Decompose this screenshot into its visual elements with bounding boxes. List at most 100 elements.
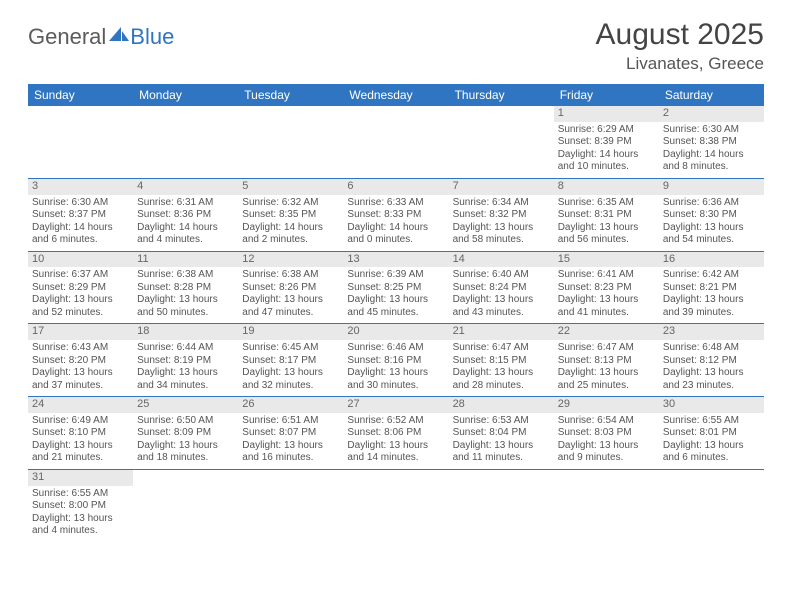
- calendar-day-cell: 25 Sunrise: 6:50 AMSunset: 8:09 PMDayligh…: [133, 397, 238, 470]
- sunset-text: Sunset: 8:09 PM: [137, 427, 234, 440]
- sunrise-text: Sunrise: 6:42 AM: [663, 269, 760, 282]
- day-number: 13: [343, 252, 448, 268]
- sunrise-text: Sunrise: 6:54 AM: [558, 415, 655, 428]
- daylight-text: Daylight: 13 hours and 21 minutes.: [32, 440, 129, 465]
- calendar-week-row: 3Sunrise: 6:30 AMSunset: 8:37 PMDaylight…: [28, 178, 764, 251]
- calendar-day-cell: 8Sunrise: 6:35 AMSunset: 8:31 PMDaylight…: [554, 178, 659, 251]
- day-number: 27: [343, 397, 448, 413]
- sunrise-text: Sunrise: 6:33 AM: [347, 197, 444, 210]
- calendar-body: 1Sunrise: 6:29 AMSunset: 8:39 PMDaylight…: [28, 106, 764, 542]
- calendar-empty-cell: [238, 106, 343, 178]
- sunrise-text: Sunrise: 6:37 AM: [32, 269, 129, 282]
- sunset-text: Sunset: 8:38 PM: [663, 136, 760, 149]
- day-number: 20: [343, 324, 448, 340]
- calendar-day-cell: 6 Sunrise: 6:33 AMSunset: 8:33 PMDaylight…: [343, 178, 448, 251]
- daylight-text: Daylight: 13 hours and 18 minutes.: [137, 440, 234, 465]
- sunrise-text: Sunrise: 6:44 AM: [137, 342, 234, 355]
- day-header: Friday: [554, 84, 659, 106]
- sunset-text: Sunset: 8:26 PM: [242, 282, 339, 295]
- sunrise-text: Sunrise: 6:47 AM: [558, 342, 655, 355]
- daylight-text: Daylight: 13 hours and 54 minutes.: [663, 222, 760, 247]
- sunrise-text: Sunrise: 6:38 AM: [137, 269, 234, 282]
- day-number: 14: [449, 252, 554, 268]
- sunrise-text: Sunrise: 6:47 AM: [453, 342, 550, 355]
- daylight-text: Daylight: 14 hours and 8 minutes.: [663, 149, 760, 174]
- daylight-text: Daylight: 13 hours and 30 minutes.: [347, 367, 444, 392]
- calendar-day-cell: 14Sunrise: 6:40 AMSunset: 8:24 PMDayligh…: [449, 251, 554, 324]
- calendar-day-cell: 31Sunrise: 6:55 AMSunset: 8:00 PMDayligh…: [28, 469, 133, 541]
- day-number: 6: [343, 179, 448, 195]
- sunrise-text: Sunrise: 6:31 AM: [137, 197, 234, 210]
- sunset-text: Sunset: 8:25 PM: [347, 282, 444, 295]
- day-number: 4: [133, 179, 238, 195]
- calendar-empty-cell: [238, 469, 343, 541]
- calendar-day-cell: 4Sunrise: 6:31 AMSunset: 8:36 PMDaylight…: [133, 178, 238, 251]
- sunrise-text: Sunrise: 6:45 AM: [242, 342, 339, 355]
- calendar-empty-cell: [343, 469, 448, 541]
- calendar-day-cell: 23Sunrise: 6:48 AMSunset: 8:12 PMDayligh…: [659, 324, 764, 397]
- daylight-text: Daylight: 13 hours and 4 minutes.: [32, 513, 129, 538]
- day-number: 16: [659, 252, 764, 268]
- sunset-text: Sunset: 8:10 PM: [32, 427, 129, 440]
- day-header: Tuesday: [238, 84, 343, 106]
- sunrise-text: Sunrise: 6:55 AM: [663, 415, 760, 428]
- day-header: Thursday: [449, 84, 554, 106]
- daylight-text: Daylight: 13 hours and 37 minutes.: [32, 367, 129, 392]
- sunrise-text: Sunrise: 6:40 AM: [453, 269, 550, 282]
- calendar-day-cell: 30Sunrise: 6:55 AMSunset: 8:01 PMDayligh…: [659, 397, 764, 470]
- calendar-day-cell: 18Sunrise: 6:44 AMSunset: 8:19 PMDayligh…: [133, 324, 238, 397]
- sunset-text: Sunset: 8:17 PM: [242, 355, 339, 368]
- sunset-text: Sunset: 8:16 PM: [347, 355, 444, 368]
- calendar-day-cell: 27Sunrise: 6:52 AMSunset: 8:06 PMDayligh…: [343, 397, 448, 470]
- calendar-day-cell: 5Sunrise: 6:32 AMSunset: 8:35 PMDaylight…: [238, 178, 343, 251]
- daylight-text: Daylight: 13 hours and 28 minutes.: [453, 367, 550, 392]
- daylight-text: Daylight: 13 hours and 45 minutes.: [347, 294, 444, 319]
- calendar-empty-cell: [133, 106, 238, 178]
- daylight-text: Daylight: 14 hours and 2 minutes.: [242, 222, 339, 247]
- day-header: Sunday: [28, 84, 133, 106]
- calendar-week-row: 10Sunrise: 6:37 AMSunset: 8:29 PMDayligh…: [28, 251, 764, 324]
- calendar-empty-cell: [554, 469, 659, 541]
- sunset-text: Sunset: 8:04 PM: [453, 427, 550, 440]
- calendar-empty-cell: [133, 469, 238, 541]
- logo-text-blue: Blue: [130, 24, 174, 50]
- logo-sail-icon: [108, 26, 130, 44]
- daylight-text: Daylight: 14 hours and 0 minutes.: [347, 222, 444, 247]
- sunset-text: Sunset: 8:19 PM: [137, 355, 234, 368]
- daylight-text: Daylight: 13 hours and 58 minutes.: [453, 222, 550, 247]
- daylight-text: Daylight: 13 hours and 34 minutes.: [137, 367, 234, 392]
- calendar-day-cell: 3Sunrise: 6:30 AMSunset: 8:37 PMDaylight…: [28, 178, 133, 251]
- sunset-text: Sunset: 8:21 PM: [663, 282, 760, 295]
- calendar-empty-cell: [343, 106, 448, 178]
- calendar-day-cell: 15Sunrise: 6:41 AMSunset: 8:23 PMDayligh…: [554, 251, 659, 324]
- sunset-text: Sunset: 8:03 PM: [558, 427, 655, 440]
- calendar-week-row: 17Sunrise: 6:43 AMSunset: 8:20 PMDayligh…: [28, 324, 764, 397]
- sunrise-text: Sunrise: 6:46 AM: [347, 342, 444, 355]
- day-number: 5: [238, 179, 343, 195]
- day-number: 1: [554, 106, 659, 122]
- calendar-day-cell: 1Sunrise: 6:29 AMSunset: 8:39 PMDaylight…: [554, 106, 659, 178]
- sunrise-text: Sunrise: 6:52 AM: [347, 415, 444, 428]
- sunrise-text: Sunrise: 6:50 AM: [137, 415, 234, 428]
- sunset-text: Sunset: 8:24 PM: [453, 282, 550, 295]
- sunrise-text: Sunrise: 6:48 AM: [663, 342, 760, 355]
- daylight-text: Daylight: 13 hours and 9 minutes.: [558, 440, 655, 465]
- daylight-text: Daylight: 14 hours and 10 minutes.: [558, 149, 655, 174]
- day-number: 25: [133, 397, 238, 413]
- day-number: 8: [554, 179, 659, 195]
- sunset-text: Sunset: 8:00 PM: [32, 500, 129, 513]
- title-block: August 2025 Livanates, Greece: [596, 18, 764, 74]
- calendar-day-cell: 22Sunrise: 6:47 AMSunset: 8:13 PMDayligh…: [554, 324, 659, 397]
- daylight-text: Daylight: 13 hours and 23 minutes.: [663, 367, 760, 392]
- calendar-day-cell: 12Sunrise: 6:38 AMSunset: 8:26 PMDayligh…: [238, 251, 343, 324]
- sunset-text: Sunset: 8:35 PM: [242, 209, 339, 222]
- daylight-text: Daylight: 13 hours and 6 minutes.: [663, 440, 760, 465]
- sunrise-text: Sunrise: 6:41 AM: [558, 269, 655, 282]
- day-number: 15: [554, 252, 659, 268]
- sunset-text: Sunset: 8:23 PM: [558, 282, 655, 295]
- sunset-text: Sunset: 8:07 PM: [242, 427, 339, 440]
- sunrise-text: Sunrise: 6:29 AM: [558, 124, 655, 137]
- sunset-text: Sunset: 8:33 PM: [347, 209, 444, 222]
- calendar-page: General Blue August 2025 Livanates, Gree…: [0, 0, 792, 542]
- daylight-text: Daylight: 14 hours and 6 minutes.: [32, 222, 129, 247]
